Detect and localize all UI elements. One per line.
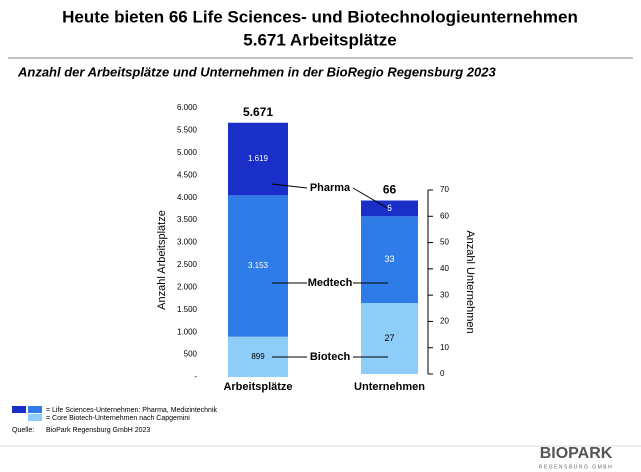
source: BioPark Regensburg GmbH 2023 [46,427,150,434]
series-label: Medtech [308,277,353,289]
y-tick-label: 2.000 [177,282,198,291]
legend-swatch [28,406,42,413]
y-tick-label: 1.500 [177,305,198,314]
x-tick-label: Unternehmen [354,381,425,393]
x-tick-label: Arbeitsplätze [223,381,292,393]
source-label: Quelle: [12,427,34,434]
leader-line [352,187,389,209]
series-label: Pharma [310,182,351,194]
legend-label: = Life Sciences-Unternehmen: Pharma, Med… [46,407,218,414]
y2-tick-label: 70 [440,185,449,194]
legend-swatch [28,414,42,421]
y-axis-label: Anzahl Arbeitsplätze [156,210,168,310]
y2-tick-label: 60 [440,211,449,220]
y-tick-label: 1.000 [177,327,198,336]
total-label: 5.671 [243,105,273,119]
bar-segment [228,195,288,337]
bar-segment [228,122,288,196]
chart-title: Heute bieten 66 Life Sciences- und Biote… [62,7,578,26]
data-label: 6 [387,203,392,213]
data-label: 3.153 [248,261,269,270]
y-tick-label: 4.000 [177,193,198,202]
legend-label: = Core Biotech-Unternehmen nach Capgemin… [46,415,190,422]
legend-swatch [12,406,26,413]
bar-segment [361,303,418,374]
logo: BIOPARK [540,445,613,462]
y-tick-label: 3.000 [177,238,198,247]
chart-title: 5.671 Arbeitsplätze [243,30,396,49]
subtitle: Anzahl der Arbeitsplätze und Unternehmen… [17,64,496,79]
y-tick-label: 6.000 [177,103,198,112]
data-label: 899 [251,352,265,361]
y2-tick-label: 20 [440,317,449,326]
data-label: 1.619 [248,154,269,163]
y-tick-label: 3.500 [177,215,198,224]
y2-tick-label: 0 [440,369,445,378]
y2-tick-label: 40 [440,264,449,273]
y2-tick-label: 30 [440,290,449,299]
data-label: 27 [384,333,394,343]
y-tick-label: 2.500 [177,260,198,269]
total-label: 66 [383,183,397,197]
y-tick-label: 500 [184,350,198,359]
y-tick-label: 5.000 [177,148,198,157]
y-tick-label: 5.500 [177,126,198,135]
data-label: 33 [384,254,394,264]
leader-line [271,183,308,189]
y-tick-label: - [194,372,197,381]
y2-axis-label: Anzahl Unternehmen [464,230,476,333]
bar-segment [361,200,418,217]
y2-tick-label: 50 [440,238,449,247]
bar-segment [361,216,418,304]
logo-subtitle: REGENSBURG GMBH [539,464,613,470]
series-label: Biotech [310,351,351,363]
y-tick-label: 4.500 [177,170,198,179]
y2-tick-label: 10 [440,343,449,352]
